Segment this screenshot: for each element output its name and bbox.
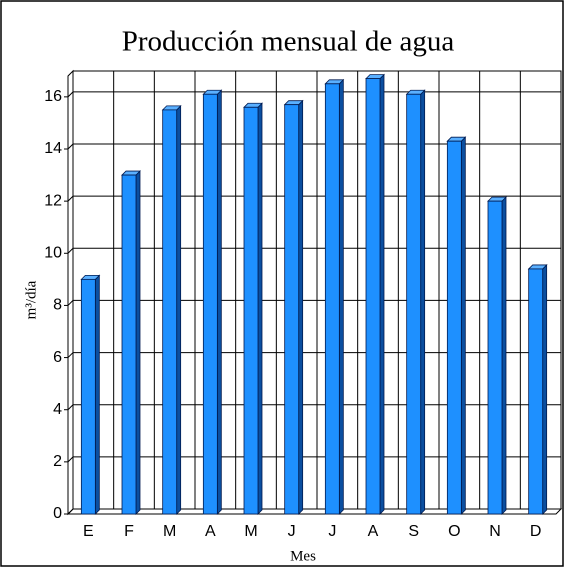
x-tick-label: A — [368, 523, 379, 540]
y-tick-label: 4 — [53, 401, 62, 418]
grid-line — [67, 299, 561, 306]
bar — [243, 106, 259, 515]
grid-line — [67, 247, 561, 254]
y-tick-label: 10 — [44, 245, 62, 262]
y-tick-label: 14 — [44, 140, 62, 157]
bar-side — [216, 89, 222, 515]
bar — [324, 83, 340, 515]
chart-title: Producción mensual de agua — [122, 26, 455, 58]
grid-line — [67, 404, 561, 411]
x-tick-label: M — [244, 523, 257, 540]
x-tick-label: J — [288, 523, 296, 540]
y-tick-label: 8 — [53, 297, 62, 314]
bar-side — [135, 170, 141, 515]
side-wall — [67, 69, 74, 516]
bar — [487, 200, 503, 515]
x-tick-label: O — [448, 523, 460, 540]
y-tick-label: 12 — [44, 192, 62, 209]
x-axis-label: Mes — [290, 548, 316, 564]
bar — [121, 174, 137, 515]
grid-line — [67, 456, 561, 463]
floor — [66, 508, 563, 515]
bar-side — [420, 89, 426, 515]
bar-side — [176, 104, 182, 515]
bar-side — [94, 274, 100, 515]
x-tick-label: J — [328, 523, 336, 540]
grid-line — [67, 143, 561, 150]
grid-line — [67, 508, 561, 515]
bar-side — [298, 99, 304, 515]
bar — [284, 104, 300, 515]
x-tick-label: F — [124, 523, 134, 540]
bar-side — [542, 263, 548, 515]
bar-side — [257, 102, 263, 515]
bar — [202, 93, 218, 515]
bar — [365, 78, 381, 515]
bar — [446, 140, 462, 515]
bar — [406, 93, 422, 515]
bar — [162, 109, 178, 515]
bar-side — [379, 73, 385, 515]
x-tick-label: D — [530, 523, 542, 540]
y-tick-label: 2 — [53, 453, 62, 470]
y-tick-label: 6 — [53, 349, 62, 366]
bar-side — [501, 196, 507, 515]
x-tick-label: A — [205, 523, 216, 540]
y-axis-label: m³/día — [23, 280, 39, 319]
bar-side — [460, 136, 466, 515]
grid-line — [67, 195, 561, 202]
bar-side — [338, 78, 344, 515]
x-tick-label: N — [489, 523, 501, 540]
bar — [80, 278, 96, 515]
grid-line — [67, 91, 561, 98]
y-tick-label: 0 — [53, 505, 62, 522]
x-tick-label: E — [83, 523, 94, 540]
y-tick-label: 16 — [44, 88, 62, 105]
x-tick-label: M — [163, 523, 176, 540]
x-tick-label: S — [408, 523, 419, 540]
bar — [528, 268, 544, 515]
grid-line — [67, 352, 561, 358]
